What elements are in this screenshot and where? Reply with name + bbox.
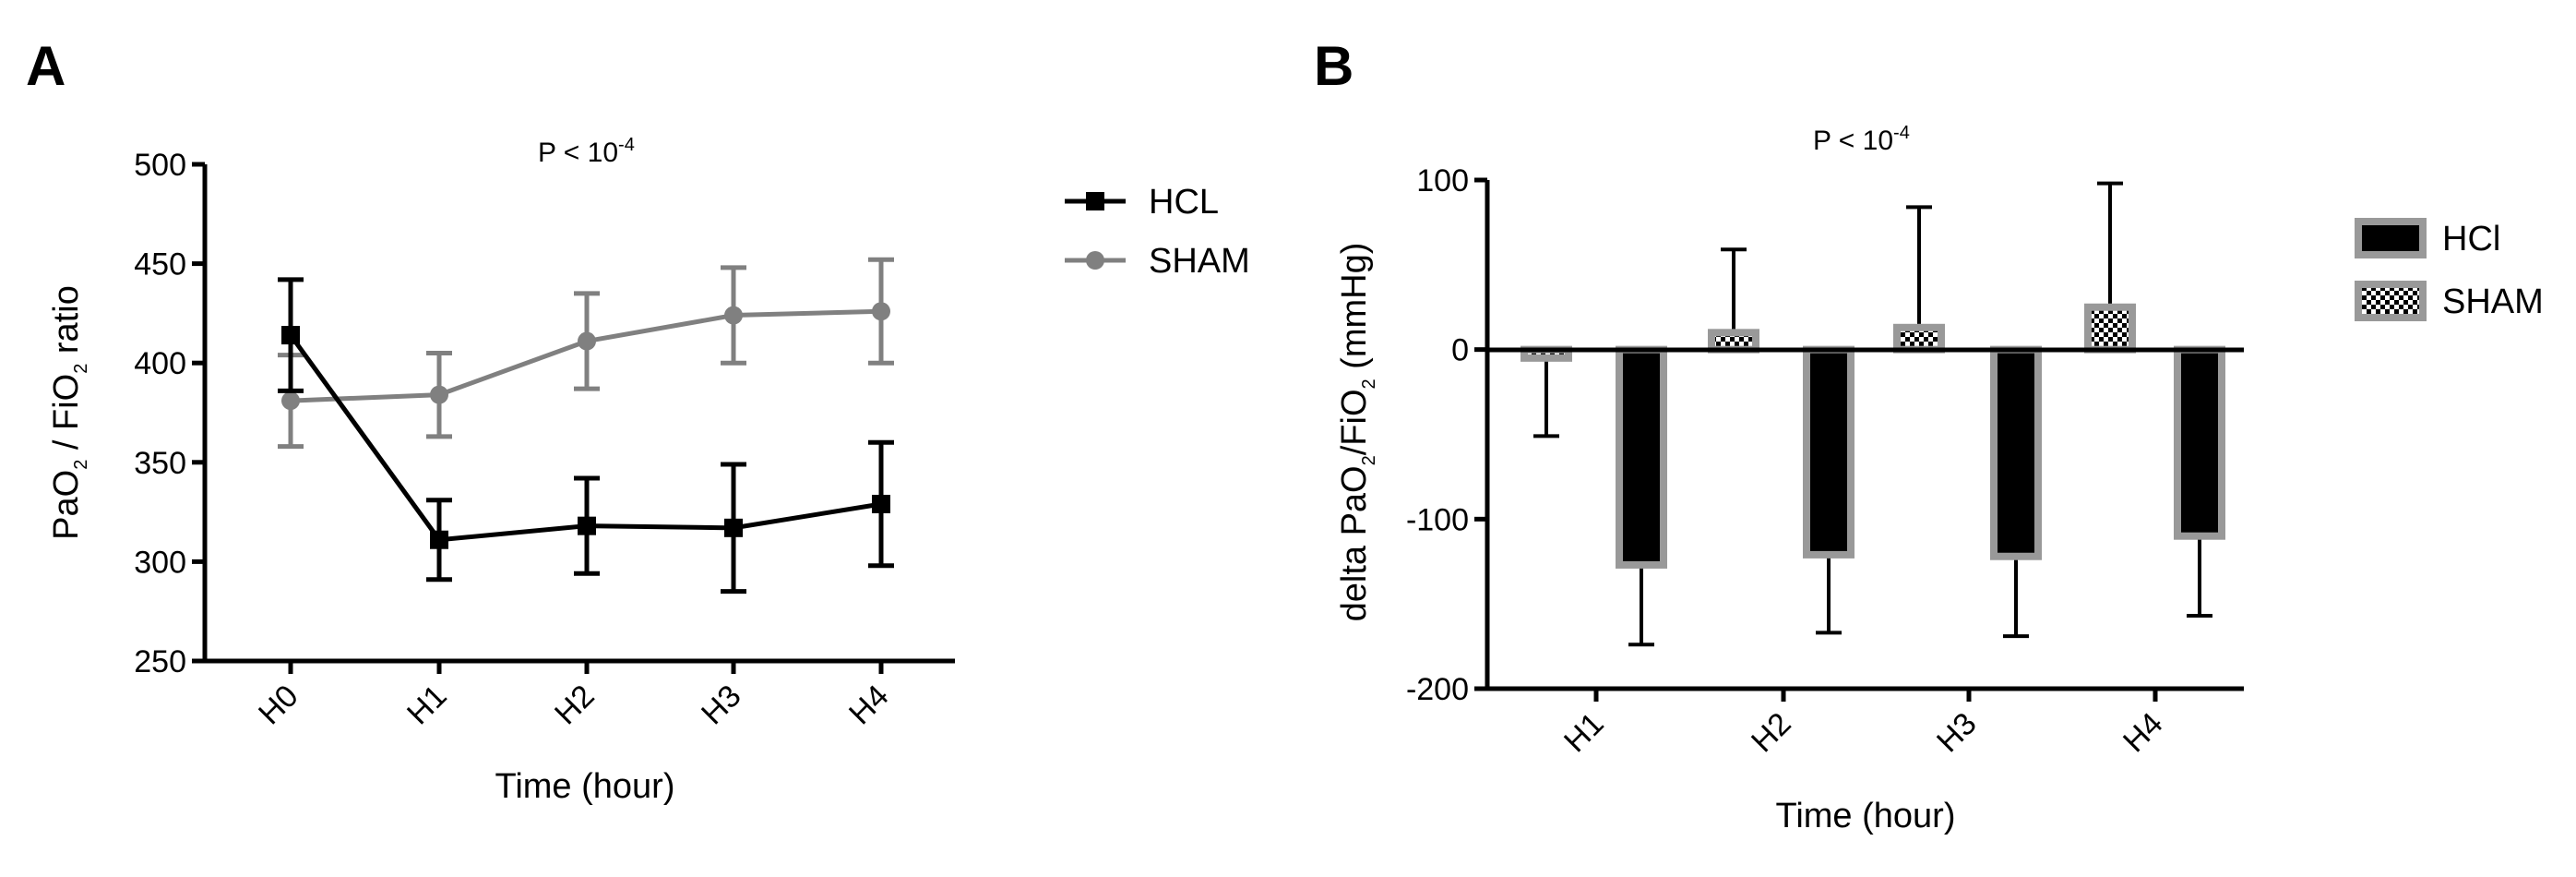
panel-a-y-tick-label: 350 (134, 446, 186, 481)
panel-a-legend-item-hcl: HCL (1065, 183, 1219, 222)
panel-a-point-hcl (281, 326, 300, 345)
panel-a-legend-marker-sham (1086, 251, 1104, 270)
panel-b-x-tick-label: H4 (2117, 706, 2170, 760)
panel-b-legend: HCl SHAM (2355, 218, 2544, 321)
panel-a-x-tick-label: H1 (400, 679, 454, 732)
panel-a-axes (202, 164, 955, 664)
panel-a-y-tick-label: 250 (134, 644, 186, 679)
panel-b-x-tick-label: H1 (1557, 706, 1611, 760)
panel-b-y-tick-label: -200 (1406, 672, 1469, 707)
panel-a-series-sham (278, 257, 894, 450)
panel-a-point-sham (578, 331, 596, 351)
panel-a-point-sham (872, 302, 890, 321)
panel-b-bar-sham (1708, 329, 1759, 354)
panel-b-bars (1521, 181, 2225, 647)
panel-b-bar-hcl (1990, 345, 2042, 560)
panel-b-pvalue: P < 10-4 (1813, 123, 1910, 156)
panel-a-y-tick-label: 450 (134, 247, 186, 282)
panel-a-series-hcl (278, 277, 894, 595)
panel-b-y-label: delta PaO2/FiO2 (mmHg) (1335, 243, 1379, 622)
panel-a-x-ticks: H0 H1 H2 H3 H4 (252, 661, 896, 731)
panel-b-bar-group-sham (1521, 345, 1572, 438)
panel-b-y-tick-label: 100 (1416, 163, 1469, 198)
panel-b-bar-group-sham (1893, 205, 1945, 354)
panel-b-legend-swatch-hcl (2355, 218, 2427, 258)
panel-a-x-tick-label: H4 (842, 679, 896, 732)
panel-a-y-label: PaO2 / FiO2 ratio (47, 285, 91, 540)
panel-b-legend-item-sham: SHAM (2355, 281, 2544, 321)
panel-a-legend-marker-hcl (1086, 192, 1104, 210)
panel-b-label: B (1314, 35, 1354, 97)
panel-a-legend: HCL SHAM (1065, 183, 1250, 281)
panel-a-y-tick-label: 300 (134, 545, 186, 580)
panel-b-bar-sham (1893, 323, 1945, 354)
panel-b-bar-group-hcl (2174, 345, 2225, 619)
panel-a-legend-label-sham: SHAM (1149, 242, 1250, 281)
panel-b-bar-group-sham (2084, 181, 2136, 354)
panel-b-y-tick-label: -100 (1406, 502, 1469, 537)
panel-a-y-tick-label: 500 (134, 148, 186, 183)
panel-b-legend-item-hcl: HCl (2355, 218, 2500, 258)
panel-a-point-hcl (578, 516, 596, 535)
panel-a-point-sham (281, 391, 300, 411)
panel-b-bar-hcl (1616, 345, 1667, 569)
panel-a-point-sham (430, 385, 448, 404)
panel-b-bar-sham (2084, 303, 2136, 354)
panel-b-bar-hcl (1803, 345, 1854, 559)
panel-b-bar-group-hcl (1616, 345, 1667, 647)
panel-b-y-ticks: -200 -100 0 100 (1406, 163, 1487, 707)
panel-b-legend-label-hcl: HCl (2442, 220, 2500, 258)
panel-a-legend-label-hcl: HCL (1149, 183, 1219, 222)
panel-a-x-tick-label: H3 (695, 679, 748, 732)
panel-a-label: A (26, 35, 66, 97)
panel-a-x-tick-label: H0 (252, 679, 305, 732)
panel-a-point-hcl (872, 494, 890, 513)
panel-a-x-label: Time (hour) (495, 767, 675, 806)
panel-a-y-tick-label: 400 (134, 346, 186, 381)
panel-a-point-hcl (430, 530, 448, 549)
panel-b: B P < 10-4 -200 -100 0 100 H1 H2 H3 H4 Time (h… (1314, 35, 2544, 835)
panel-b-x-label: Time (hour) (1776, 797, 1956, 835)
panel-a-pvalue: P < 10-4 (538, 135, 635, 168)
panel-b-x-tick-label: H2 (1745, 706, 1798, 760)
panel-b-legend-swatch-sham (2355, 281, 2427, 321)
panel-b-legend-label-sham: SHAM (2442, 282, 2544, 321)
panel-b-bar-hcl (2174, 345, 2225, 540)
panel-b-bar-group-sham (1708, 247, 1759, 354)
panel-b-y-tick-label: 0 (1451, 333, 1469, 368)
panel-b-bar-group-hcl (1803, 345, 1854, 635)
panel-a-legend-item-sham: SHAM (1065, 242, 1250, 281)
panel-a-x-tick-label: H2 (548, 679, 602, 732)
panel-b-x-tick-label: H3 (1930, 706, 1984, 760)
panel-b-bar-group-hcl (1990, 345, 2042, 639)
panel-a: A P < 10-4 250 300 350 400 450 500 H0 H1 H2 H3 H4… (26, 35, 1250, 806)
panel-a-y-ticks: 250 300 350 400 450 500 (134, 148, 205, 679)
panel-b-axes (1485, 180, 2244, 691)
panel-a-point-hcl (724, 518, 743, 537)
panel-b-x-ticks: H1 H2 H3 H4 (1557, 689, 2170, 759)
panel-a-point-sham (724, 306, 743, 325)
panel-a-series (278, 257, 894, 595)
